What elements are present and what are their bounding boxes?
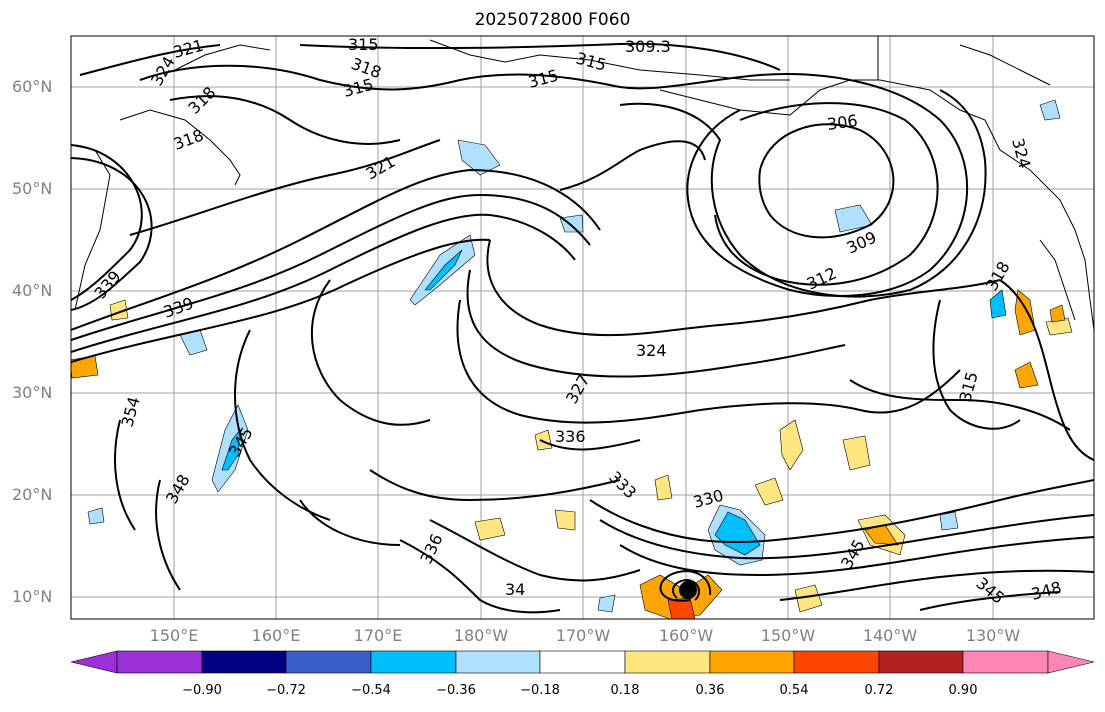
colorbar-tick-label: −0.72 [266,683,306,698]
colorbar-segment [624,650,711,674]
colorbar-extend-low [70,650,118,674]
colorbar-segment [962,650,1049,674]
colorbar-segment [709,650,795,674]
colorbar-tick-label: −0.54 [351,683,391,698]
colorbar-segment [878,650,964,674]
colorbar-tick-label: 0.72 [864,683,894,698]
latitude-label: 50°N [12,179,53,198]
latitude-label: 60°N [12,77,53,96]
colorbar-segment [370,650,457,674]
latitude-label: 10°N [12,587,53,606]
colorbar-extend-high [1047,650,1095,674]
colorbar-segment [793,650,880,674]
colorbar-tick-label: 0.90 [948,683,978,698]
contour-lines [71,42,1094,614]
contour-label: 315 [348,35,379,54]
grid-lines [71,36,1094,619]
colorbar-tick-label: 0.36 [695,683,725,698]
colorbar-segment [285,650,372,674]
longitude-label: 170°W [555,626,611,645]
colorbar-segment [539,650,626,674]
longitude-label: 130°W [965,626,1021,645]
tropical-cyclone-marker [679,581,697,599]
colorbar [70,650,1095,674]
colorbar-segment [201,650,287,674]
longitude-label: 150°E [149,626,199,645]
contour-label: 34 [505,580,525,599]
colorbar-tick-label: 0.54 [779,683,809,698]
longitude-label: 180°W [453,626,509,645]
map-title: 2025072800 F060 [474,10,631,30]
latitude-label: 30°N [12,383,53,402]
colorbar-tick-label: −0.36 [436,683,476,698]
colorbar-tick-label: −0.90 [182,683,222,698]
longitude-label: 150°W [760,626,816,645]
latitude-label: 20°N [12,485,53,504]
contour-label: 309.3 [625,37,671,56]
colorbar-tick-label: −0.18 [520,683,560,698]
latitude-label: 40°N [12,281,53,300]
contour-label: 324 [636,341,667,360]
longitude-label: 160°W [658,626,714,645]
contour-label: 336 [555,427,586,446]
colorbar-segment [455,650,541,674]
colorbar-tick-label: 0.18 [610,683,640,698]
longitude-label: 170°E [353,626,403,645]
colorbar-segment [116,650,203,674]
map-frame [70,35,1095,620]
longitude-label: 160°E [251,626,301,645]
longitude-label: 140°W [862,626,918,645]
contour-label: 306 [826,111,859,134]
